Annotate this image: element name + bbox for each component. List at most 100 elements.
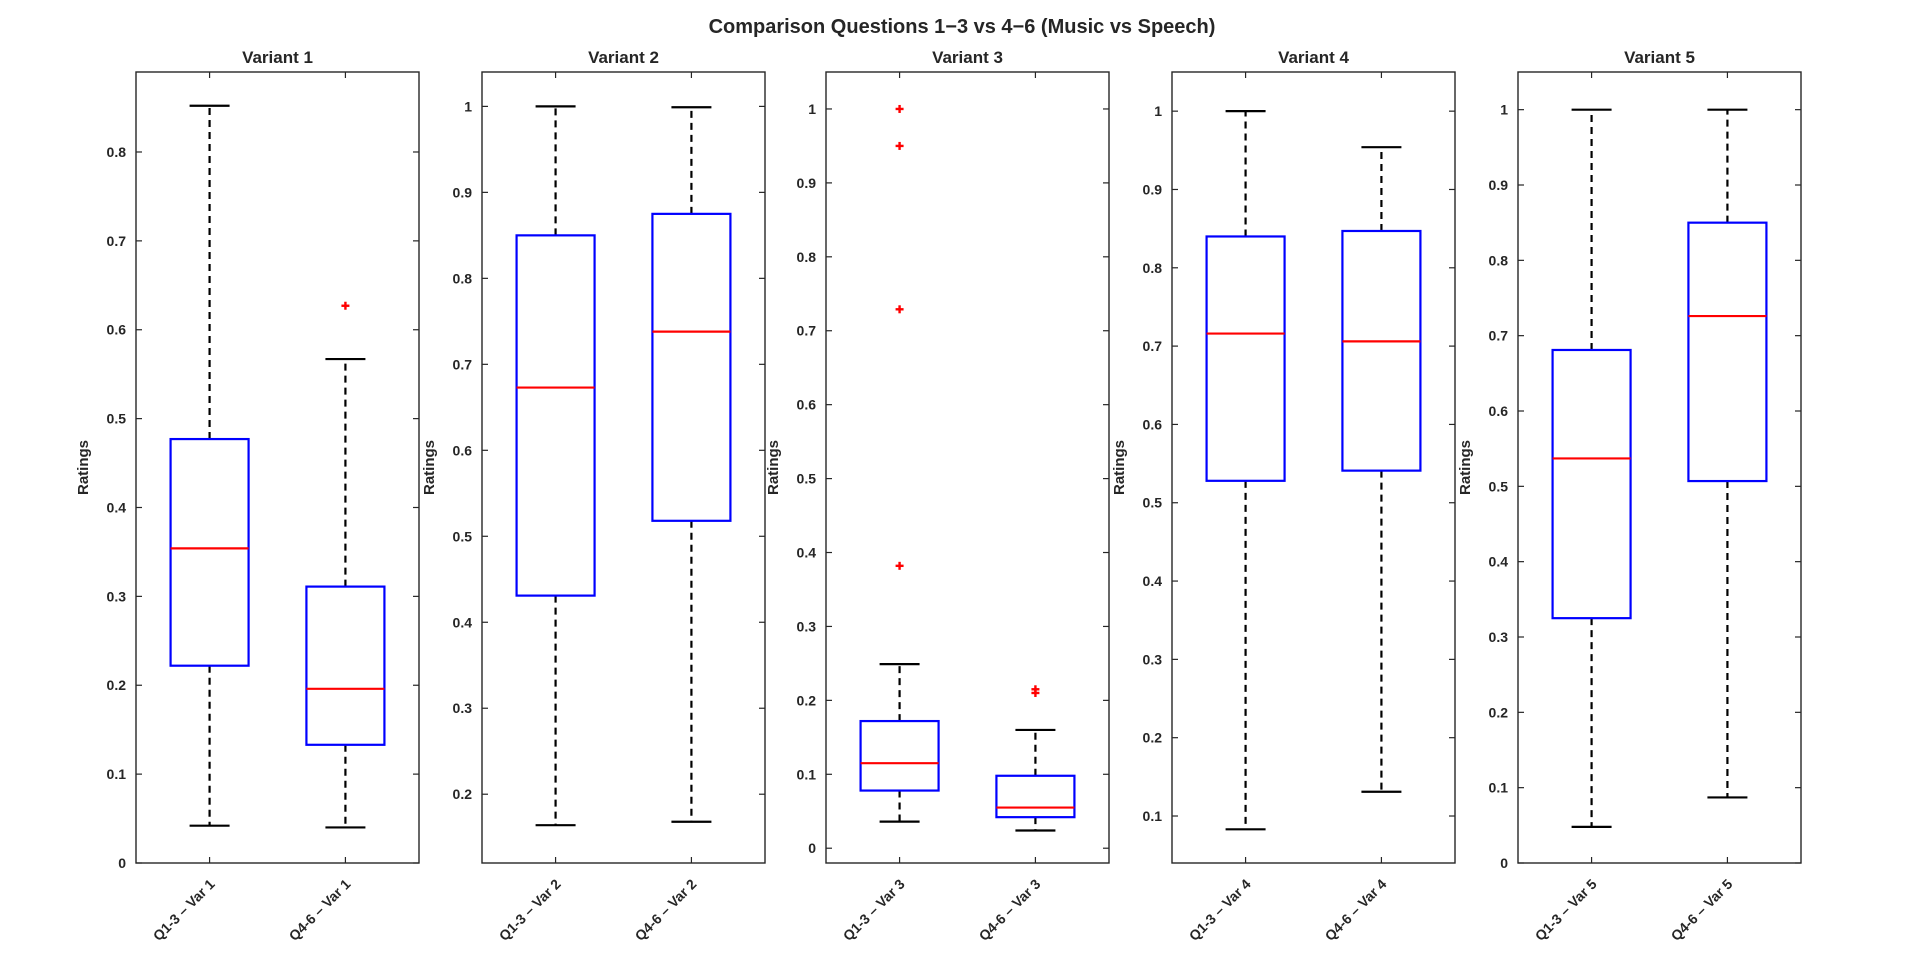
- y-tick-label: 0.7: [1143, 338, 1163, 354]
- y-tick-label: 0.9: [797, 175, 817, 191]
- y-tick-label: 0.4: [107, 499, 127, 515]
- iqr-box: [651, 212, 732, 522]
- y-axis-label: Ratings: [1457, 440, 1474, 495]
- y-tick-label: 0.1: [1489, 780, 1509, 796]
- panel-title: Variant 5: [1624, 48, 1695, 67]
- axes-frame: [1171, 71, 1456, 864]
- y-tick-label: 0: [808, 840, 816, 856]
- figure-title: Comparison Questions 1−3 vs 4−6 (Music v…: [709, 16, 1216, 38]
- y-tick-label: 0.3: [453, 700, 473, 716]
- y-tick-label: 0.7: [1489, 328, 1509, 344]
- box-1: Q1-3 – Var 3: [840, 72, 940, 944]
- y-tick-label: 0.5: [797, 471, 817, 487]
- y-tick-label: 0.5: [107, 411, 127, 427]
- y-tick-label: 0.6: [107, 322, 127, 338]
- iqr-box: [1551, 348, 1632, 620]
- y-axis-label: Ratings: [765, 440, 782, 495]
- axes-frame: [481, 71, 766, 864]
- outlier-point: [1031, 685, 1040, 694]
- y-tick-label: 0.8: [453, 270, 473, 286]
- panel-variant-4: Variant 4 0.1 0.2 0.3 0.4 0.5 0.6 0.7 0.8 0.9 1 Rat…: [1111, 48, 1456, 944]
- y-tick-label: 1: [808, 101, 816, 117]
- y-tick-label: 0.4: [797, 545, 817, 561]
- iqr-box: [169, 437, 250, 667]
- x-category-label: Q1-3 – Var 5: [1532, 876, 1600, 944]
- y-tick-label: 0.6: [1489, 403, 1509, 419]
- panel-title: Variant 3: [932, 48, 1003, 67]
- x-category-label: Q4-6 – Var 5: [1668, 876, 1736, 944]
- y-tick-label: 0.8: [797, 249, 817, 265]
- box-2: Q4-6 – Var 2: [632, 72, 732, 944]
- axes-frame: [1517, 71, 1802, 864]
- iqr-box: [995, 774, 1076, 819]
- y-tick-label: 0.5: [1143, 495, 1163, 511]
- x-category-label: Q1-3 – Var 3: [840, 876, 908, 944]
- y-tick-label: 0.6: [453, 442, 473, 458]
- y-tick-label: 0.7: [453, 356, 473, 372]
- iqr-box: [1205, 235, 1286, 482]
- y-tick-label: 0.3: [107, 588, 127, 604]
- y-tick-label: 0.1: [107, 766, 127, 782]
- y-tick-label: 0.4: [1489, 554, 1509, 570]
- x-category-label: Q1-3 – Var 2: [496, 876, 564, 944]
- outlier-point: [895, 561, 904, 570]
- y-tick-label: 0.7: [107, 233, 127, 249]
- y-tick-label: 0.5: [453, 528, 473, 544]
- box-1: Q1-3 – Var 4: [1186, 72, 1286, 944]
- y-tick-label: 0.2: [797, 692, 817, 708]
- y-tick-label: 0.4: [453, 614, 473, 630]
- y-tick-label: 0.8: [107, 144, 127, 160]
- y-tick-label: 0.1: [797, 766, 817, 782]
- y-tick-label: 0.2: [1489, 704, 1509, 720]
- x-category-label: Q1-3 – Var 1: [150, 876, 218, 944]
- x-category-label: Q4-6 – Var 1: [286, 876, 354, 944]
- box-2: Q4-6 – Var 1: [286, 72, 386, 944]
- box-2: Q4-6 – Var 3: [976, 72, 1076, 944]
- box-2: Q4-6 – Var 4: [1322, 72, 1422, 944]
- box-1: Q1-3 – Var 2: [496, 72, 596, 944]
- y-tick-label: 0.6: [797, 397, 817, 413]
- panel-title: Variant 2: [588, 48, 659, 67]
- y-axis-label: Ratings: [1111, 440, 1128, 495]
- y-tick-label: 0.1: [1143, 808, 1163, 824]
- outlier-point: [341, 301, 350, 310]
- y-axis-label: Ratings: [75, 440, 92, 495]
- panel-variant-2: Variant 2 0.2 0.3 0.4 0.5 0.6 0.7 0.8 0.9 1 Rating…: [421, 48, 766, 944]
- x-category-label: Q4-6 – Var 2: [632, 876, 700, 944]
- outlier-point: [895, 141, 904, 150]
- iqr-box: [305, 585, 386, 746]
- x-category-label: Q4-6 – Var 3: [976, 876, 1044, 944]
- y-tick-label: 0.5: [1489, 478, 1509, 494]
- y-tick-label: 0.4: [1143, 573, 1163, 589]
- y-tick-label: 0.8: [1489, 252, 1509, 268]
- y-tick-label: 0.2: [107, 677, 127, 693]
- panels-group: Variant 1 0 0.1 0.2 0.3 0.4 0.5 0.6 0.7 0.8 Rating…: [75, 48, 1802, 944]
- y-tick-label: 0.2: [453, 786, 473, 802]
- y-tick-label: 0.2: [1143, 730, 1163, 746]
- y-tick-label: 0.3: [1489, 629, 1509, 645]
- box-2: Q4-6 – Var 5: [1668, 72, 1768, 944]
- y-tick-label: 0.3: [797, 618, 817, 634]
- box-1: Q1-3 – Var 5: [1532, 72, 1632, 944]
- panel-variant-1: Variant 1 0 0.1 0.2 0.3 0.4 0.5 0.6 0.7 0.8 Rating…: [75, 48, 420, 944]
- panel-title: Variant 1: [242, 48, 313, 67]
- panel-variant-5: Variant 5 0 0.1 0.2 0.3 0.4 0.5 0.6 0.7 0.8 0.9 1 Ra…: [1457, 48, 1802, 944]
- x-category-label: Q4-6 – Var 4: [1322, 876, 1390, 944]
- outlier-point: [895, 305, 904, 314]
- iqr-box: [1341, 229, 1422, 472]
- panel-variant-3: Variant 3 0 0.1 0.2 0.3 0.4 0.5 0.6 0.7 0.8 0.9 1 Ra…: [765, 48, 1110, 944]
- y-tick-label: 1: [464, 98, 472, 114]
- y-tick-label: 1: [1154, 103, 1162, 119]
- box-1: Q1-3 – Var 1: [150, 72, 250, 944]
- y-tick-label: 0.3: [1143, 651, 1163, 667]
- axes-frame: [135, 71, 420, 864]
- y-tick-label: 1: [1500, 102, 1508, 118]
- y-tick-label: 0: [1500, 855, 1508, 871]
- iqr-box: [515, 234, 596, 597]
- y-axis-label: Ratings: [421, 440, 438, 495]
- outlier-point: [895, 104, 904, 113]
- y-tick-label: 0.8: [1143, 260, 1163, 276]
- y-tick-label: 0.9: [1143, 181, 1163, 197]
- y-tick-label: 0.9: [453, 184, 473, 200]
